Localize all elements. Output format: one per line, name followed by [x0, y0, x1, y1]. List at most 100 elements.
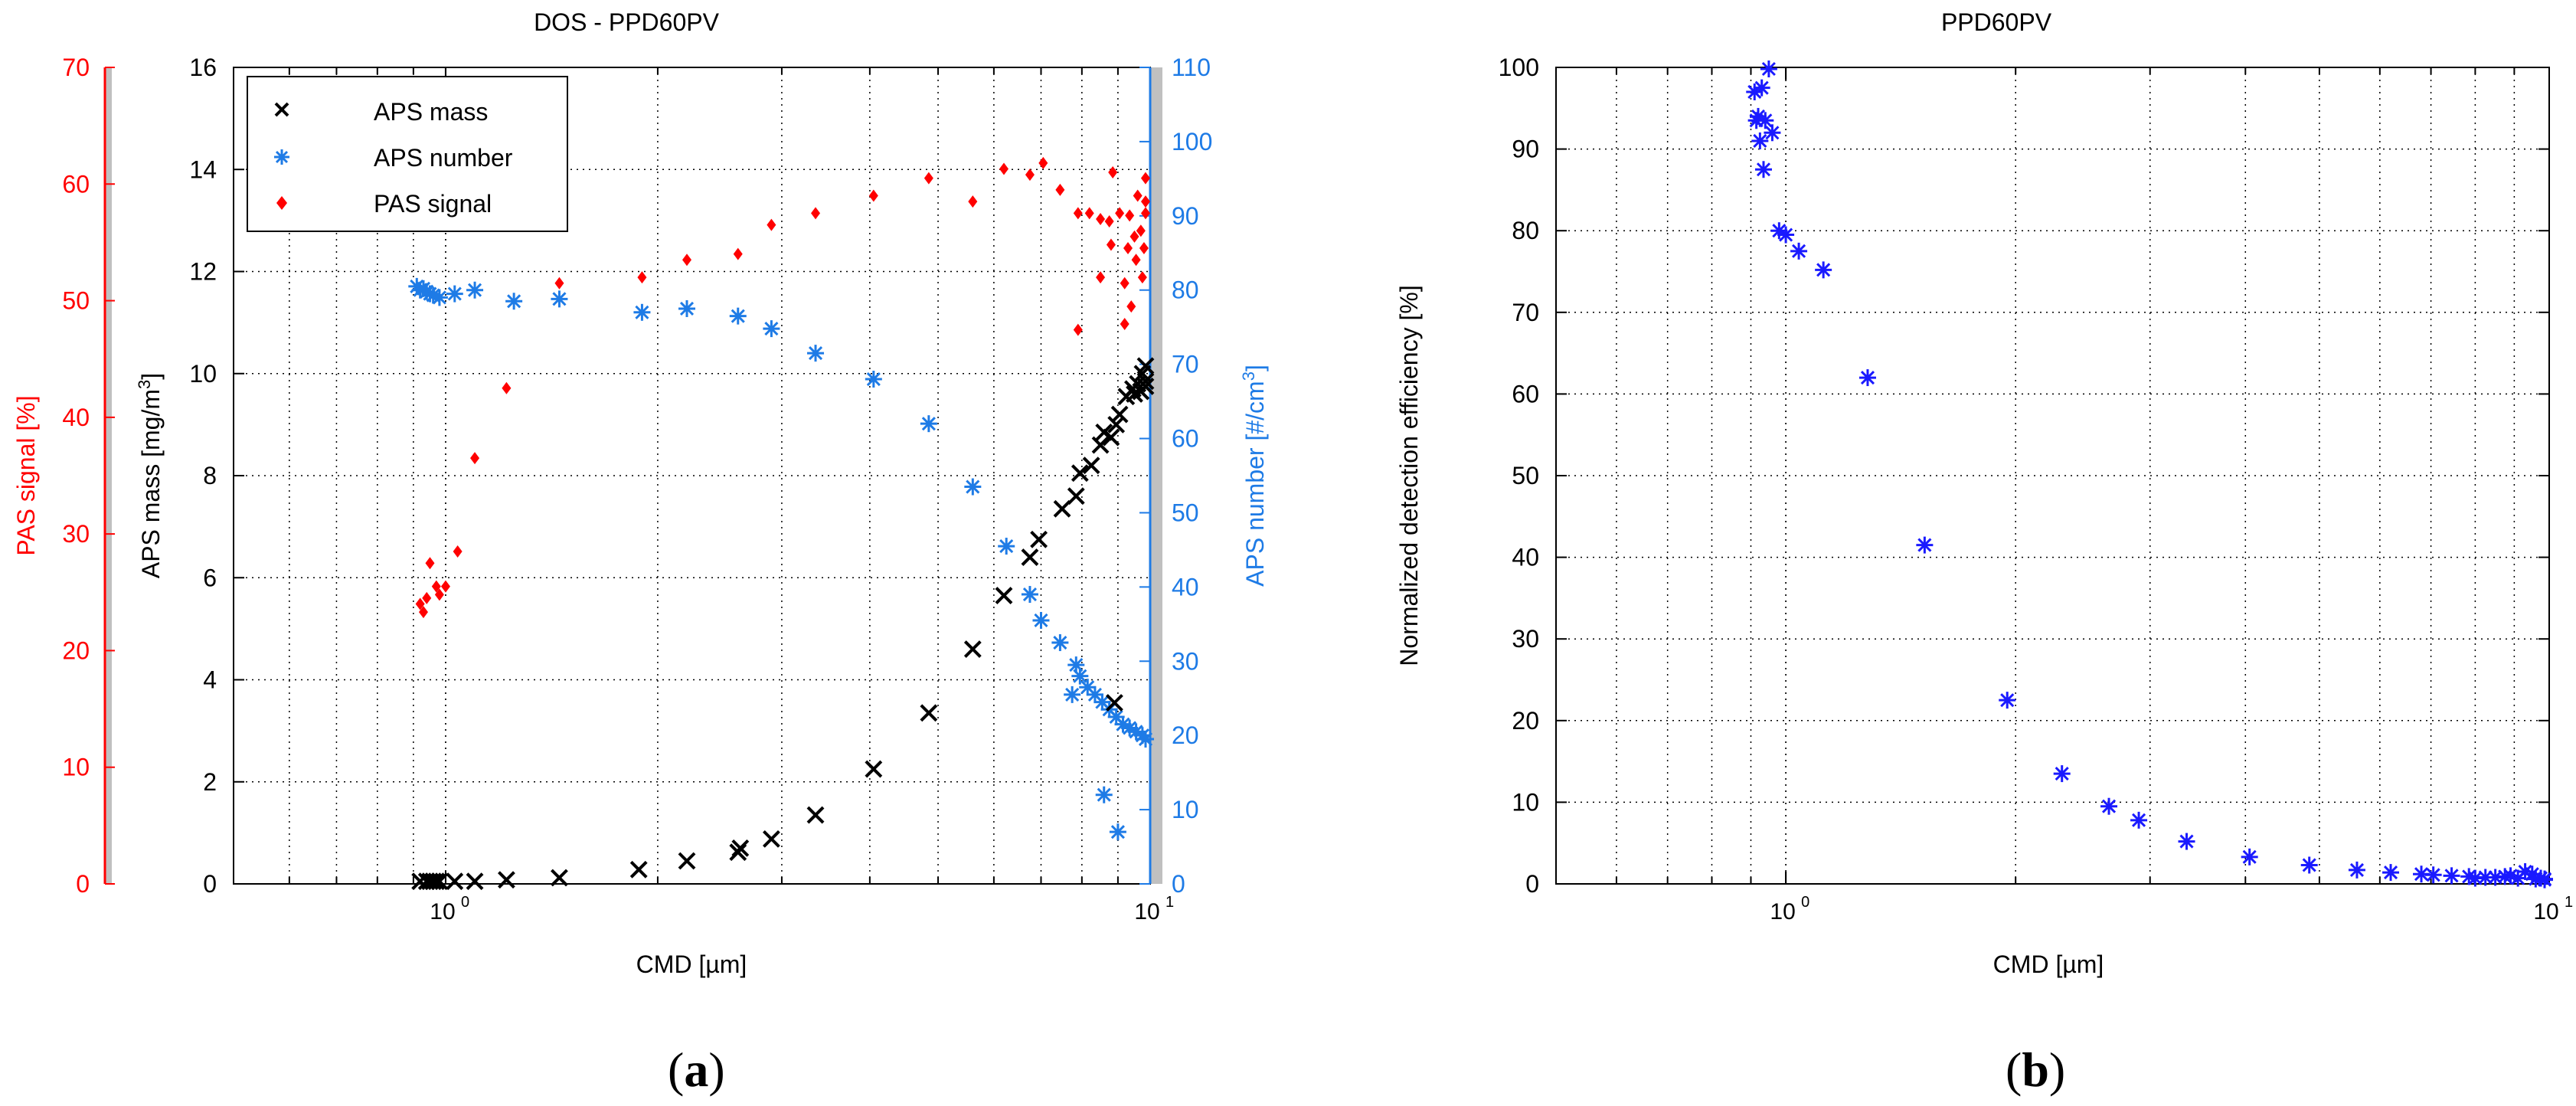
pas-signal-point [431, 580, 441, 593]
aps-mass-point [1107, 415, 1126, 434]
pas-signal-point [1104, 215, 1114, 228]
detection-efficiency-point [1815, 261, 1832, 279]
detection-efficiency-point [2443, 867, 2460, 885]
legend-number-marker [274, 149, 289, 165]
chart-b-title: PPD60PV [1941, 8, 2052, 36]
panel-label-b-close: ) [2048, 1042, 2066, 1097]
detection-efficiency-point [1764, 124, 1781, 142]
pas-signal-point [1108, 166, 1118, 179]
aps-number-point [920, 415, 937, 433]
aps-mass-point [731, 839, 750, 857]
chart-a-mass-tick-label: 8 [203, 462, 217, 489]
panel-label-a-open: ( [668, 1042, 685, 1097]
aps-number-point [1067, 656, 1085, 674]
pas-signal-point [733, 247, 743, 260]
chart-a-pas-tick-label: 10 [62, 754, 90, 781]
pas-signal-point [425, 557, 435, 570]
chart-b-y-tick-label: 80 [1512, 217, 1539, 244]
chart-b-y-axis-label: Normalized detection efficiency [%] [1395, 285, 1423, 666]
chart-a-mass-tick-label: 4 [203, 666, 217, 694]
pas-signal-point [453, 545, 463, 558]
pas-signal-point [868, 189, 878, 202]
chart-a-title: DOS - PPD60PV [534, 8, 720, 36]
aps-number-point [998, 538, 1015, 555]
chart-a-mass-tick-label: 6 [203, 564, 217, 591]
chart-a-number-tick-label: 90 [1172, 202, 1199, 230]
pas-signal-point [418, 606, 428, 619]
legend-entry-aps-number: APS number [374, 144, 513, 172]
aps-mass-point [629, 860, 648, 879]
detection-efficiency-point [2300, 856, 2318, 874]
pas-signal-point [1137, 271, 1147, 284]
pas-signal-point [682, 254, 692, 267]
pas-signal-point [1136, 224, 1146, 237]
aps-number-point [633, 303, 651, 321]
pas-signal-point [1025, 169, 1035, 182]
detection-efficiency-point [1790, 242, 1808, 260]
aps-mass-point [1110, 405, 1129, 424]
chart-a-pas-tick-label: 70 [62, 54, 90, 81]
aps-mass-point [466, 872, 484, 891]
pas-signal-point [924, 172, 933, 185]
chart-a-number-tick-label: 100 [1172, 128, 1212, 155]
pas-signal-point [1125, 209, 1135, 222]
detection-efficiency-point [1858, 369, 1876, 387]
chart-b-y-tick-label: 90 [1512, 136, 1539, 163]
aps-number-point [446, 285, 463, 303]
aps-number-point [964, 478, 982, 496]
chart-a-number-axis-label-main: APS number [#/cm [1241, 381, 1269, 587]
chart-a-mass-tick-label: 14 [189, 155, 217, 183]
legend-pas-marker [276, 196, 287, 210]
pas-signal-point [637, 271, 647, 284]
aps-mass-point [427, 872, 446, 891]
aps-number-point [807, 345, 825, 362]
chart-b-x-axis-label: CMD [µm] [1993, 951, 2104, 978]
chart-a-mass-ticks: 0 2 4 6 8 10 12 14 16 [189, 54, 244, 898]
aps-mass-point [1136, 357, 1155, 375]
detection-efficiency-point [1999, 692, 2016, 709]
detection-efficiency-point [1751, 132, 1769, 149]
aps-number-point [1032, 611, 1050, 629]
chart-a-mass-tick-label: 0 [203, 870, 217, 898]
legend-mass-marker [274, 102, 289, 117]
aps-mass-point [762, 830, 780, 848]
pas-signal-point [1123, 242, 1133, 255]
chart-a-points [408, 156, 1155, 891]
pas-signal-point [1141, 195, 1150, 208]
aps-mass-point [498, 871, 515, 889]
aps-number-point [1109, 823, 1126, 841]
pas-signal-point [968, 195, 978, 208]
chart-a-number-axis-label: APS number [#/cm3] [1239, 365, 1270, 587]
panel-label-b-letter: b [2022, 1042, 2049, 1097]
detection-efficiency-point [2053, 765, 2071, 783]
chart-a-number-tick-label: 70 [1172, 351, 1199, 378]
chart-b-y-tick-label: 0 [1525, 870, 1539, 898]
chart-b-y-tick-label: 50 [1512, 462, 1539, 489]
pas-signal-point [415, 597, 425, 610]
pas-signal-point [1096, 271, 1106, 284]
chart-a-mass-axis-label-main: APS mass [mg/m [137, 389, 165, 578]
pas-signal-point [767, 218, 776, 231]
aps-mass-point [865, 760, 883, 778]
chart-a-pas-axis-label: PAS signal [%] [12, 395, 40, 555]
aps-mass-point [678, 852, 696, 870]
chart-a-pas-tick-label: 30 [62, 520, 90, 548]
chart-b-grid [1556, 67, 2549, 884]
pas-signal-point [1139, 242, 1149, 255]
pas-signal-point [434, 588, 444, 601]
chart-a-number-axis-label-sup: 3 [1239, 371, 1258, 381]
detection-efficiency-point [1753, 79, 1770, 97]
chart-a-pas-tick-label: 40 [62, 404, 90, 431]
aps-mass-point [446, 872, 464, 891]
panel-label-b: (b) [2006, 1042, 2065, 1098]
chart-a-pas-tick-label: 60 [62, 170, 90, 198]
chart-b-y-tick-label: 20 [1512, 707, 1539, 735]
aps-mass-point [920, 704, 938, 722]
chart-b-xtick-exponent: 1 [2565, 894, 2573, 911]
aps-mass-point [1102, 428, 1120, 447]
chart-a-pas-tick-label: 20 [62, 636, 90, 664]
chart-b-xtick-exponent: 0 [1801, 894, 1809, 911]
chart-a-number-tick-label: 20 [1172, 722, 1199, 749]
aps-mass-point [1126, 384, 1143, 403]
